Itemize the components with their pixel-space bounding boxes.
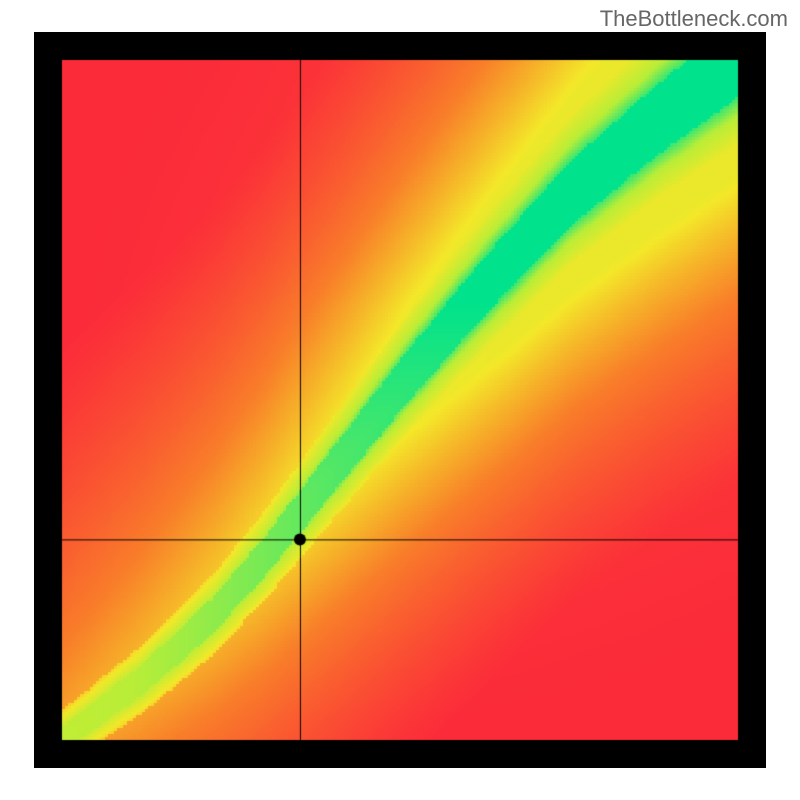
plot-outer-frame — [34, 32, 766, 768]
crosshair-overlay — [34, 32, 766, 768]
watermark-text: TheBottleneck.com — [600, 6, 788, 32]
